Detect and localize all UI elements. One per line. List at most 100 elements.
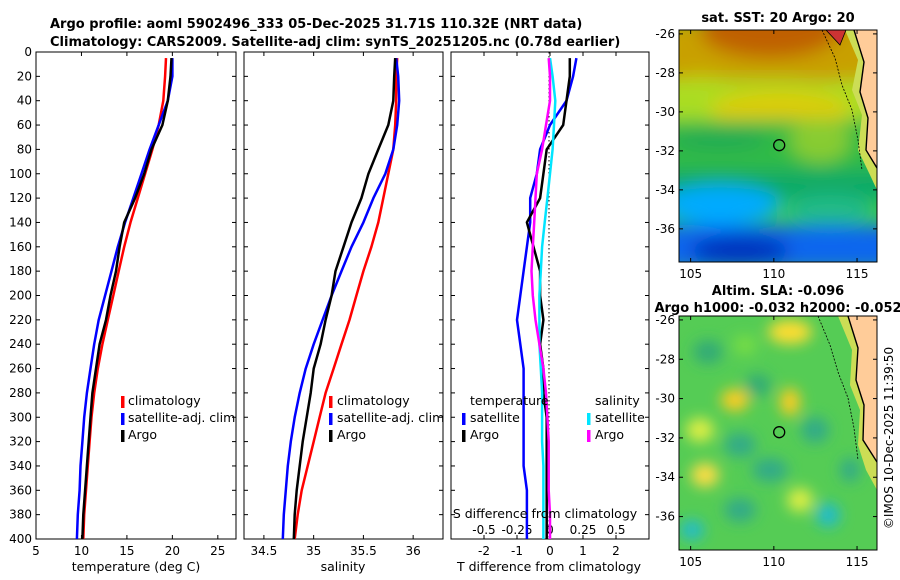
temperature-panel: 0 20 40 60 80 100 120 140 160 180 200 220 240 260 280 3…: [9, 45, 237, 574]
sla-map-subtitle: Argo h1000: -0.032 h2000: -0.052: [654, 301, 900, 316]
temperature-plot-frame: [35, 51, 237, 540]
lon-tick-label: 105: [679, 555, 702, 569]
depth-axis-ticks: 0 20 40 60 80 100 120 140 160 180 200 220 240 260 280 3…: [9, 45, 236, 546]
depth-tick-label: 0: [24, 45, 32, 59]
depth-tick-label: 80: [17, 142, 32, 156]
x-tick-label: 2: [612, 544, 620, 558]
sla-map-frame: [678, 315, 878, 551]
lat-tick-label: -36: [655, 222, 675, 236]
lon-tick-label: 115: [846, 267, 869, 281]
lat-tick-label: -30: [655, 392, 675, 406]
legend-label-t-satellite: satellite: [470, 410, 520, 425]
s-difference-axis-label: S difference from climatology: [453, 506, 638, 521]
figure-title-line2: Climatology: CARS2009. Satellite-adj cli…: [50, 35, 620, 50]
s-tick-label: -0.5: [472, 523, 495, 537]
depth-tick-label: 400: [9, 532, 32, 546]
lat-tick-label: -26: [655, 27, 675, 41]
legend-swatch-climatology: [121, 396, 125, 408]
depth-tick-label: 280: [9, 386, 32, 400]
lat-tick-label: -36: [655, 510, 675, 524]
sla-map-ticks: -26 -28 -30 -32 -34 -36 105 110 115: [655, 313, 877, 569]
depth-tick-label: 360: [9, 483, 32, 497]
lat-tick-label: -30: [655, 105, 675, 119]
depth-tick-label: 300: [9, 410, 32, 424]
depth-tick-label: 260: [9, 362, 32, 376]
depth-tick-label: 200: [9, 289, 32, 303]
lat-tick-label: -28: [655, 66, 675, 80]
difference-depth-ticks: [451, 51, 649, 540]
sla-field: [679, 316, 877, 550]
lat-tick-label: -32: [655, 431, 675, 445]
legend-label-argo: Argo: [337, 427, 366, 442]
lat-tick-label: -34: [655, 183, 675, 197]
legend-label-climatology: climatology: [337, 393, 410, 408]
argo-float-marker: [773, 426, 786, 439]
x-tick-label: 35: [306, 544, 321, 558]
sla-map: Altim. SLA: -0.096 Argo h1000: -0.032 h2…: [654, 284, 900, 569]
difference-series: [515, 57, 578, 539]
x-tick-label: 20: [165, 544, 180, 558]
legend-swatch-s-argo: [587, 430, 591, 442]
lon-tick-label: 110: [762, 267, 785, 281]
series-s-argo: [530, 58, 552, 539]
sla-map-title: Altim. SLA: -0.096: [712, 284, 844, 299]
legend-label-t-argo: Argo: [470, 427, 499, 442]
difference-panel: -2 -1 0 1 2 -0.5 -0.25 0 0.25 0.5 S difference f…: [450, 51, 650, 574]
depth-tick-label: 100: [9, 167, 32, 181]
depth-tick-label: 320: [9, 435, 32, 449]
sst-map-ticks: -26 -28 -30 -32 -34 -36 105 110 115: [655, 27, 877, 281]
legend-label-satellite-clim: satellite-adj. clim: [337, 410, 444, 425]
series-t-satellite: [515, 57, 578, 539]
series-climatology: [293, 58, 399, 539]
series-s-satellite: [538, 57, 557, 539]
legend-swatch-satellite-clim: [121, 413, 125, 425]
x-tick-label: 10: [74, 544, 89, 558]
x-tick-label: 5: [32, 544, 40, 558]
s-tick-label: 0.5: [606, 523, 625, 537]
t-difference-axis-ticks: -2 -1 0 1 2: [478, 52, 620, 558]
salinity-axis-label: salinity: [321, 559, 366, 574]
legend-title-salinity: salinity: [595, 393, 640, 408]
x-tick-label: -1: [511, 544, 523, 558]
temperature-series: [75, 58, 174, 539]
salinity-axis-ticks: 34.5 35 35.5 36: [251, 52, 421, 558]
series-argo: [292, 58, 397, 539]
sst-field: [679, 30, 877, 262]
imos-credit: ©IMOS 10-Dec-2025 11:39:50: [882, 347, 896, 529]
lat-tick-label: -32: [655, 144, 675, 158]
depth-tick-label: 40: [17, 94, 32, 108]
sst-map-frame: [678, 29, 878, 263]
x-tick-label: 36: [406, 544, 421, 558]
depth-tick-label: 60: [17, 118, 32, 132]
depth-tick-label: 120: [9, 191, 32, 205]
legend-swatch-satellite-clim: [329, 413, 333, 425]
legend-swatch-argo: [121, 430, 125, 442]
legend-swatch-argo: [329, 430, 333, 442]
x-tick-label: 34.5: [251, 544, 278, 558]
x-tick-label: -2: [478, 544, 490, 558]
salinity-difference-legend: salinity satellite Argo: [587, 393, 645, 442]
lat-tick-label: -26: [655, 313, 675, 327]
difference-plot-frame: [450, 51, 650, 540]
legend-label-climatology: climatology: [128, 393, 201, 408]
lon-tick-label: 115: [846, 555, 869, 569]
temperature-legend: climatology satellite-adj. clim Argo: [121, 393, 235, 442]
legend-swatch-climatology: [329, 396, 333, 408]
depth-tick-label: 140: [9, 215, 32, 229]
x-tick-label: 25: [210, 544, 225, 558]
s-tick-label: 0.25: [570, 523, 597, 537]
depth-tick-label: 240: [9, 337, 32, 351]
salinity-legend: climatology satellite-adj. clim Argo: [329, 393, 444, 442]
depth-tick-label: 160: [9, 240, 32, 254]
depth-tick-label: 180: [9, 264, 32, 278]
t-difference-axis-label: T difference from climatology: [456, 559, 642, 574]
lat-tick-label: -34: [655, 470, 675, 484]
legend-label-satellite-clim: satellite-adj. clim: [128, 410, 235, 425]
series-satellite-adj-clim: [75, 58, 174, 539]
legend-label-s-satellite: satellite: [595, 410, 645, 425]
salinity-depth-ticks: [244, 51, 443, 540]
sst-map: sat. SST: 20 Argo: 20: [655, 11, 878, 281]
figure-title-line1: Argo profile: aoml 5902496_333 05-Dec-20…: [50, 17, 582, 32]
argo-float-marker: [773, 139, 786, 152]
legend-title-temperature: temperature: [470, 393, 549, 408]
